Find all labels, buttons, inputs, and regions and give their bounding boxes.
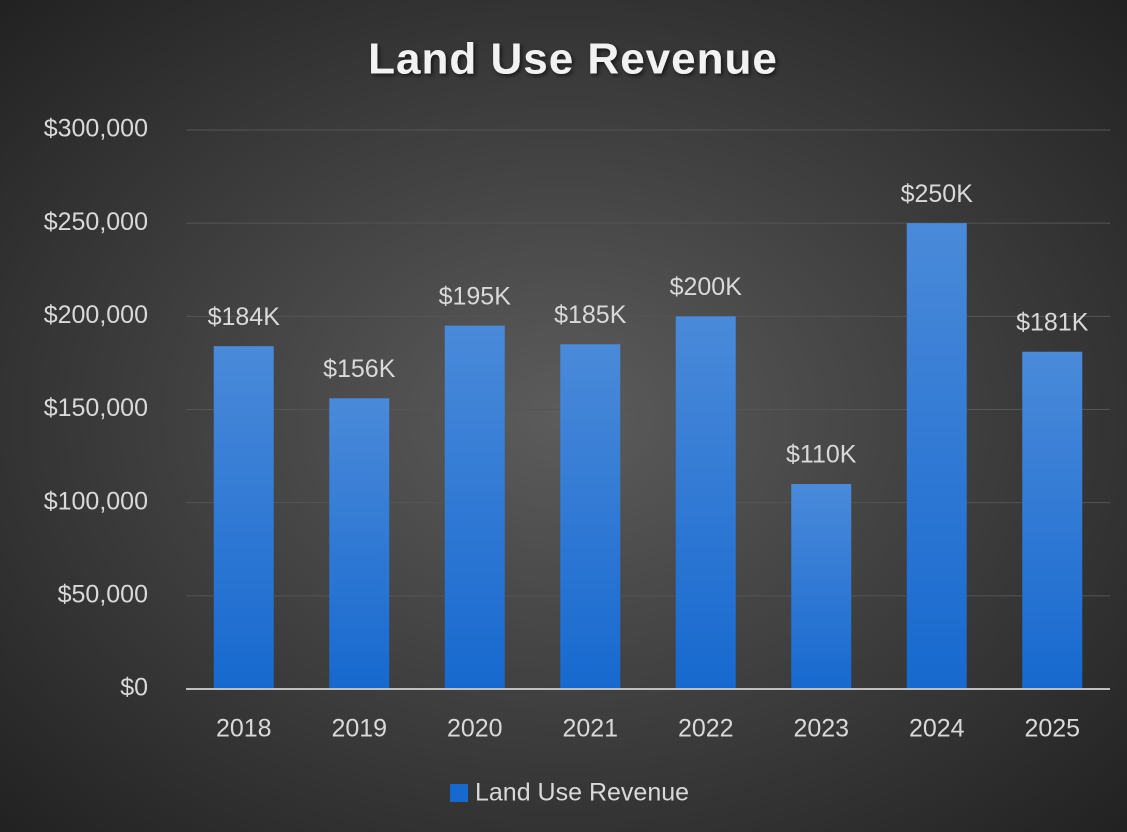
bar-sheen <box>560 344 621 689</box>
data-label: $200K <box>670 273 743 301</box>
data-label: $195K <box>439 282 512 310</box>
data-label: $110K <box>786 441 857 469</box>
x-tick-label: 2023 <box>793 715 849 743</box>
bar-sheen <box>906 223 967 689</box>
data-label: $181K <box>1016 308 1089 336</box>
bar-sheen <box>213 346 274 689</box>
data-label: $185K <box>554 301 627 329</box>
x-tick-label: 2019 <box>331 715 387 743</box>
x-tick-label: 2025 <box>1024 715 1080 743</box>
data-label: $250K <box>901 180 974 208</box>
y-tick-label: $300,000 <box>44 115 148 143</box>
x-tick-label: 2020 <box>447 715 503 743</box>
data-label: $184K <box>208 303 281 331</box>
legend-label: Land Use Revenue <box>475 779 689 807</box>
bar-sheen <box>1022 351 1083 689</box>
x-tick-label: 2021 <box>562 715 618 743</box>
x-tick-label: 2022 <box>678 715 734 743</box>
x-tick-label: 2018 <box>216 715 272 743</box>
x-tick-label: 2024 <box>909 715 965 743</box>
y-tick-label: $250,000 <box>44 208 148 236</box>
y-tick-label: $100,000 <box>44 487 148 515</box>
chart-title: Land Use Revenue <box>368 35 778 84</box>
bar-sheen <box>444 325 505 689</box>
data-label: $156K <box>323 355 396 383</box>
y-tick-label: $150,000 <box>44 394 148 422</box>
bar-sheen <box>791 484 852 689</box>
y-tick-label: $0 <box>120 674 148 702</box>
legend-swatch <box>450 784 468 802</box>
bar-sheen <box>329 398 390 689</box>
y-tick-label: $50,000 <box>58 580 148 608</box>
y-tick-label: $200,000 <box>44 301 148 329</box>
bar-sheen <box>675 316 736 689</box>
